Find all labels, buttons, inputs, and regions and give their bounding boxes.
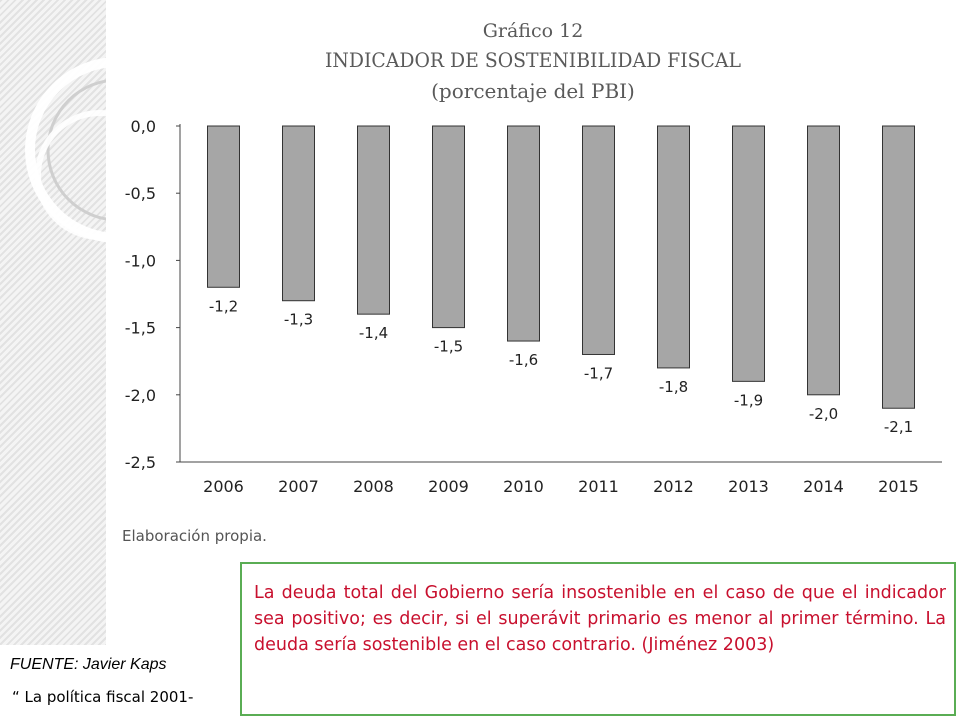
source-label: FUENTE: Javier Kaps xyxy=(10,656,167,673)
value-label-2006: -1,2 xyxy=(209,297,238,315)
y-tick-label: -1,0 xyxy=(125,251,156,270)
chart-footnote: Elaboración propia. xyxy=(122,527,267,545)
value-label-2008: -1,4 xyxy=(359,324,388,342)
x-tick-label-2006: 2006 xyxy=(203,477,244,496)
chart-subtitle-units: (porcentaje del PBI) xyxy=(431,79,635,103)
source-title: “ La política fiscal 2001- xyxy=(12,688,194,706)
x-tick-label-2008: 2008 xyxy=(353,477,394,496)
y-axis-ticks: 0,0 -0,5 -1,0 -1,5 -2,0 -2,5 xyxy=(125,117,180,472)
bar-2013 xyxy=(732,125,765,382)
value-label-2014: -2,0 xyxy=(809,405,838,423)
value-label-2012: -1,8 xyxy=(659,378,688,396)
x-axis-labels: 2006 2007 2008 2009 2010 2011 2012 2013 2014 2015 xyxy=(203,477,919,496)
value-label-2011: -1,7 xyxy=(584,364,613,382)
value-label-2013: -1,9 xyxy=(734,391,763,409)
value-label-2007: -1,3 xyxy=(284,311,313,329)
y-tick-label: -2,5 xyxy=(125,453,156,472)
x-tick-label-2009: 2009 xyxy=(428,477,469,496)
bar-2009 xyxy=(432,125,465,329)
x-tick-label-2010: 2010 xyxy=(503,477,544,496)
value-label-2010: -1,6 xyxy=(509,351,538,369)
value-labels: -1,2 -1,3 -1,4 -1,5 -1,6 -1,7 -1,8 -1,9 -2,0 -2,1 xyxy=(209,297,913,436)
bars xyxy=(207,125,915,409)
chart-panel: Gráfico 12 INDICADOR DE SOSTENIBILIDAD F… xyxy=(106,0,960,566)
y-tick-label: -2,0 xyxy=(125,386,156,405)
x-tick-label-2015: 2015 xyxy=(878,477,919,496)
x-tick-label-2012: 2012 xyxy=(653,477,694,496)
x-tick-label-2007: 2007 xyxy=(278,477,319,496)
y-tick-label: -0,5 xyxy=(125,184,156,203)
chart-subtitle: INDICADOR DE SOSTENIBILIDAD FISCAL xyxy=(325,48,741,72)
bar-2015 xyxy=(882,125,915,409)
value-label-2015: -2,1 xyxy=(884,418,913,436)
decorative-strip xyxy=(0,0,106,645)
x-tick-label-2011: 2011 xyxy=(578,477,619,496)
x-tick-label-2013: 2013 xyxy=(728,477,769,496)
bar-2010 xyxy=(507,125,540,342)
chart-title: Gráfico 12 xyxy=(483,20,584,42)
bar-2006 xyxy=(207,125,240,288)
note-box: La deuda total del Gobierno sería insost… xyxy=(240,562,956,716)
bar-2007 xyxy=(282,125,315,302)
note-text: La deuda total del Gobierno sería insost… xyxy=(254,583,946,655)
bar-2012 xyxy=(657,125,690,369)
y-tick-label: -1,5 xyxy=(125,319,156,338)
y-tick-label: 0,0 xyxy=(131,117,156,136)
bar-chart: Gráfico 12 INDICADOR DE SOSTENIBILIDAD F… xyxy=(122,20,942,545)
bar-2008 xyxy=(357,125,390,315)
x-tick-label-2014: 2014 xyxy=(803,477,844,496)
bar-2011 xyxy=(582,125,615,355)
value-label-2009: -1,5 xyxy=(434,338,463,356)
decorative-rings xyxy=(25,57,106,243)
bar-2014 xyxy=(807,125,840,396)
